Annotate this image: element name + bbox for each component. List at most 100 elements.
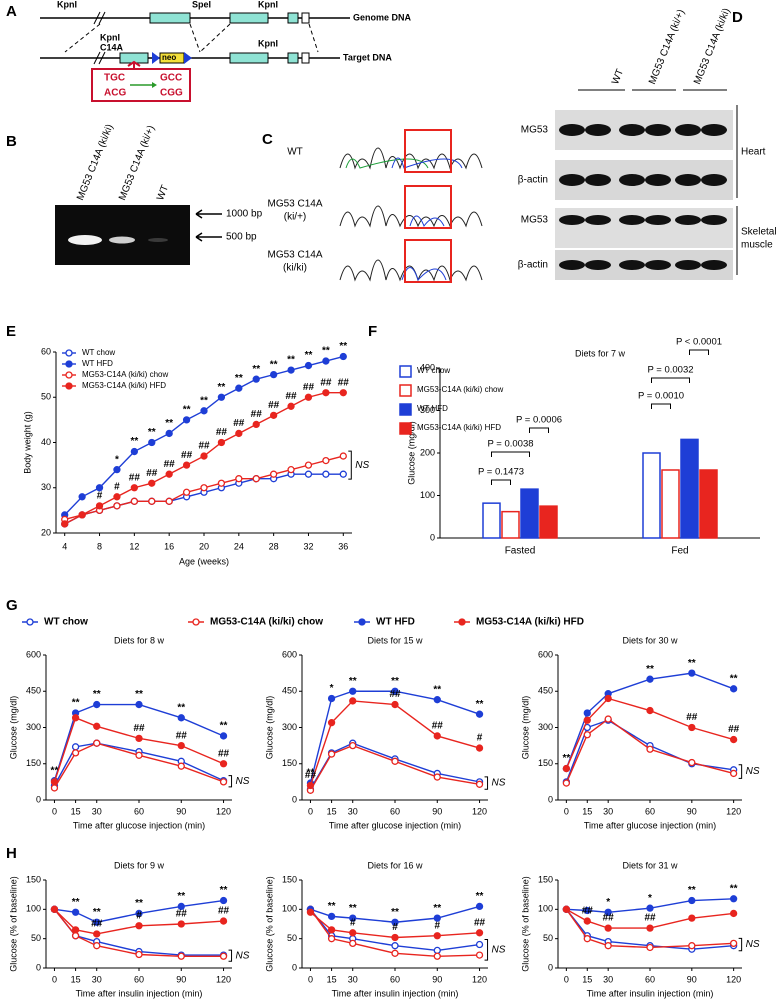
- y-tick-label: 300: [538, 722, 553, 732]
- p-value: P = 0.0006: [516, 415, 562, 426]
- chart-title: Diets for 30 w: [622, 635, 678, 645]
- legend-swatch: [399, 422, 412, 435]
- significance-label: #: [136, 910, 142, 921]
- legend-label: WT HFD: [417, 404, 448, 413]
- ns-bracket: [484, 939, 489, 961]
- data-point: [217, 438, 226, 447]
- significance-label: **: [646, 664, 654, 675]
- x-tick-label: 60: [134, 974, 144, 984]
- significance-label: ##: [218, 748, 230, 759]
- series-line: [565, 908, 734, 949]
- significance-label: **: [322, 346, 330, 357]
- data-point: [475, 710, 484, 718]
- panel-label: E: [6, 323, 16, 340]
- group-label: MG53 C14A (ki/+): [647, 8, 687, 86]
- mutation-label: C14A: [100, 42, 124, 52]
- significance-label: **: [148, 427, 156, 438]
- data-point: [604, 694, 612, 703]
- y-tick-label: 50: [31, 933, 41, 943]
- data-point: [304, 393, 313, 401]
- data-point: [269, 411, 278, 420]
- significance-label: **: [200, 395, 208, 406]
- data-point: [433, 732, 441, 740]
- bar: [501, 510, 520, 539]
- target-label: Target DNA: [343, 52, 392, 62]
- x-tick-label: 60: [645, 806, 655, 816]
- data-point: [688, 896, 696, 905]
- bar: [642, 452, 661, 539]
- data-point: [50, 784, 59, 792]
- data-point: [252, 375, 260, 383]
- ns-label: NS: [492, 778, 506, 789]
- data-point: [219, 952, 228, 960]
- data-point: [646, 943, 654, 952]
- y-tick-label: 30: [41, 482, 51, 492]
- data-point: [219, 896, 228, 905]
- site-label: KpnI: [100, 32, 120, 42]
- data-point: [583, 716, 591, 724]
- x-tick-label: 60: [390, 806, 400, 816]
- data-point: [688, 669, 696, 677]
- data-point: [475, 929, 484, 937]
- data-point: [304, 361, 313, 370]
- data-point: [391, 687, 399, 695]
- data-point: [475, 744, 484, 752]
- legend-swatch: [399, 403, 412, 416]
- group-label: WT: [610, 68, 626, 87]
- significance-label: **: [305, 350, 313, 361]
- x-tick-label: 90: [687, 806, 697, 816]
- data-point: [339, 352, 347, 361]
- x-tick-label: 15: [71, 806, 81, 816]
- data-point: [349, 939, 357, 948]
- gene-diagram: KpnI SpeI KpnI Genome DNA KpnI C14A KpnI…: [40, 0, 412, 102]
- x-tick-label: 90: [687, 974, 697, 984]
- bar: [520, 488, 539, 539]
- x-tick-label: 0: [308, 974, 313, 984]
- data-point: [433, 773, 441, 781]
- y-tick-label: 0: [430, 532, 435, 542]
- data-point: [50, 778, 59, 786]
- legend-swatch: [399, 365, 412, 378]
- legend-label: WT HFD: [82, 359, 113, 368]
- data-point: [287, 465, 295, 474]
- significance-label: **: [339, 341, 347, 352]
- data-point: [562, 779, 571, 787]
- significance-label: ##: [389, 689, 401, 700]
- data-point: [349, 697, 357, 705]
- x-tick-label: 15: [582, 974, 592, 984]
- data-point: [130, 447, 139, 456]
- significance-label: **: [730, 883, 738, 894]
- chart-title: Diets for 8 w: [114, 635, 165, 645]
- significance-label: ##: [338, 377, 350, 388]
- data-point: [177, 920, 185, 928]
- data-point: [217, 393, 226, 401]
- panel-label: D: [732, 9, 743, 26]
- data-point: [327, 926, 336, 934]
- data-point: [349, 914, 357, 922]
- significance-label: **: [349, 903, 357, 914]
- data-point: [235, 475, 243, 483]
- data-point: [391, 700, 399, 709]
- data-point: [604, 715, 612, 723]
- y-tick-label: 300: [420, 405, 435, 415]
- significance-label: **: [688, 658, 696, 669]
- tissue-label: muscle: [741, 240, 773, 251]
- series-line: [565, 672, 734, 769]
- x-tick-label: Fed: [671, 546, 688, 557]
- y-tick-label: 600: [26, 649, 41, 659]
- data-point: [177, 714, 185, 722]
- data-point: [217, 479, 226, 487]
- y-tick-label: 400: [420, 362, 435, 372]
- p-value: P = 0.1473: [478, 467, 524, 478]
- data-point: [93, 722, 101, 730]
- significance-label: ##: [176, 730, 188, 741]
- y-tick-label: 450: [282, 686, 297, 696]
- data-point: [327, 935, 336, 943]
- significance-label: **: [730, 673, 738, 684]
- y-tick-label: 150: [26, 758, 41, 768]
- size-marker: 1000 bp: [226, 209, 263, 220]
- significance-label: **: [130, 436, 138, 447]
- site-label: KpnI: [258, 38, 278, 48]
- data-point: [646, 904, 654, 912]
- series-line: [53, 908, 224, 935]
